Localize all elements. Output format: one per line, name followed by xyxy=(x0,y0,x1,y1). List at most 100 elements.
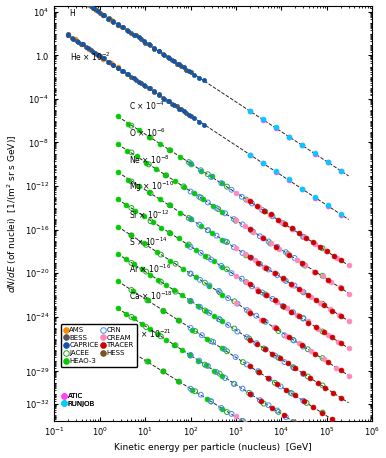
Point xyxy=(90,48,96,55)
BESS xyxy=(74,0,80,1)
Point xyxy=(188,270,194,277)
Point xyxy=(337,211,344,218)
Point xyxy=(203,362,209,369)
Point xyxy=(294,452,300,458)
Point xyxy=(231,215,237,223)
Point xyxy=(234,328,240,335)
Point xyxy=(188,188,194,195)
Point xyxy=(247,151,253,158)
Point xyxy=(160,94,166,102)
Point xyxy=(176,105,182,113)
ATIC xyxy=(312,150,318,158)
Point xyxy=(272,437,278,445)
Point xyxy=(151,88,157,95)
Point xyxy=(233,273,239,280)
BESS xyxy=(156,47,162,55)
Point xyxy=(143,241,149,249)
Point xyxy=(86,46,92,53)
Point xyxy=(303,399,310,407)
Point xyxy=(250,228,256,235)
Point xyxy=(259,430,265,437)
Point xyxy=(274,380,280,387)
Point xyxy=(330,389,336,396)
Point xyxy=(320,436,326,444)
Point xyxy=(300,343,306,350)
Point xyxy=(260,316,266,324)
Point xyxy=(290,309,296,316)
CAPRICE xyxy=(100,11,106,19)
Point xyxy=(247,281,253,288)
Point xyxy=(188,297,194,305)
Text: Ne $\times$ 10$^{-8}$: Ne $\times$ 10$^{-8}$ xyxy=(129,153,170,166)
Point xyxy=(325,202,331,209)
BESS xyxy=(124,27,130,34)
Point xyxy=(123,256,129,263)
Point xyxy=(282,444,288,452)
X-axis label: Kinetic energy per particle (nucleus)  [GeV]: Kinetic energy per particle (nucleus) [G… xyxy=(115,443,312,453)
TRACER xyxy=(296,230,302,237)
JACEE xyxy=(243,196,249,203)
Point xyxy=(206,309,212,316)
Point xyxy=(141,81,147,88)
Point xyxy=(337,421,344,428)
Point xyxy=(204,336,210,343)
Point xyxy=(253,312,259,319)
Point xyxy=(147,190,154,197)
Point xyxy=(320,382,326,389)
Point xyxy=(329,334,335,341)
Point xyxy=(266,375,273,382)
CAPRICE xyxy=(95,7,101,15)
Point xyxy=(327,305,333,312)
Point xyxy=(337,394,344,402)
Point xyxy=(201,121,207,129)
Point xyxy=(115,340,121,347)
HEAO-3 xyxy=(135,126,142,134)
Point xyxy=(308,348,314,355)
CAPRICE xyxy=(166,55,172,62)
Point xyxy=(300,288,306,295)
CRN xyxy=(218,180,224,187)
Point xyxy=(328,278,334,286)
HESS xyxy=(287,447,293,454)
ATIC xyxy=(325,158,331,165)
BESS xyxy=(137,36,144,43)
Point xyxy=(325,358,331,365)
CREAM xyxy=(301,233,307,240)
Point xyxy=(231,298,237,305)
Point xyxy=(135,182,142,189)
Point xyxy=(302,457,308,458)
Point xyxy=(291,364,297,371)
CRN xyxy=(249,200,255,207)
Point xyxy=(161,95,167,103)
Point xyxy=(233,217,239,224)
Point xyxy=(185,241,191,248)
Point xyxy=(243,278,249,286)
Point xyxy=(279,302,286,310)
JACEE xyxy=(224,183,230,191)
CAPRICE xyxy=(156,48,162,55)
Point xyxy=(246,335,252,342)
Point xyxy=(100,55,107,62)
Point xyxy=(211,367,217,375)
Point xyxy=(260,159,266,166)
Point xyxy=(269,350,276,357)
CAPRICE xyxy=(110,18,117,26)
Point xyxy=(83,44,89,51)
Point xyxy=(192,327,198,335)
Point xyxy=(271,324,277,331)
Point xyxy=(239,249,245,256)
Point xyxy=(312,194,318,202)
BESS xyxy=(151,45,157,53)
Point xyxy=(305,427,311,435)
Point xyxy=(217,289,223,296)
Point xyxy=(244,361,250,368)
Point xyxy=(242,222,248,229)
Point xyxy=(125,71,132,78)
Point xyxy=(337,367,344,374)
Point xyxy=(281,276,288,284)
HEAO-3 xyxy=(146,133,152,141)
Point xyxy=(325,276,331,284)
Point xyxy=(295,311,301,318)
Point xyxy=(272,324,278,331)
Point xyxy=(208,398,214,405)
